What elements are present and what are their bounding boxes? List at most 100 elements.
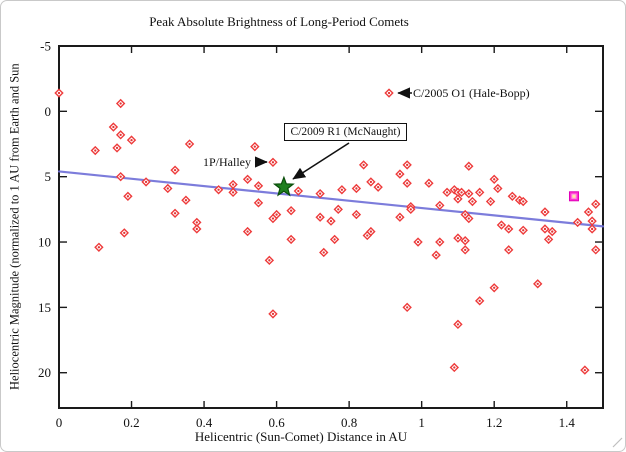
resize-grip xyxy=(612,437,623,448)
data-point-dot xyxy=(576,221,579,224)
data-point-dot xyxy=(493,178,496,181)
data-point-dot xyxy=(369,180,373,184)
y-tick-label: 20 xyxy=(38,365,51,380)
data-point-dot xyxy=(398,216,402,219)
data-point-dot xyxy=(583,368,587,372)
data-point-dot xyxy=(387,91,391,95)
x-tick-label: 0.8 xyxy=(341,415,357,430)
data-point-dot xyxy=(173,169,177,172)
data-point-dot xyxy=(453,366,456,369)
x-tick-label: 0.4 xyxy=(196,415,213,430)
data-point-dot xyxy=(427,182,431,185)
data-point-dot xyxy=(543,210,547,214)
mcnaught-star xyxy=(272,175,295,197)
data-point-dot xyxy=(406,163,409,167)
data-point-dot xyxy=(456,323,460,326)
data-point-dot xyxy=(123,231,126,235)
data-point-dot xyxy=(173,212,177,215)
data-point-dot xyxy=(318,216,322,219)
data-point-dot xyxy=(366,234,369,237)
data-point-dot xyxy=(362,163,365,167)
data-point-dot xyxy=(464,248,467,252)
data-point-dot xyxy=(329,219,333,223)
data-point-dot xyxy=(184,199,188,202)
mcnaught-callout-label: C/2009 R1 (McNaught) xyxy=(290,126,401,138)
data-point-dot xyxy=(507,227,510,231)
data-point-dot xyxy=(496,187,499,190)
data-point-dot xyxy=(130,138,133,142)
data-point-dot xyxy=(467,217,470,220)
data-point-dot xyxy=(297,189,300,193)
data-point-dot xyxy=(119,102,122,105)
y-tick-label: 10 xyxy=(38,235,51,250)
data-point-dot xyxy=(478,191,481,194)
x-tick-label: 1.4 xyxy=(559,415,576,430)
data-point-dot xyxy=(453,188,456,191)
data-point-dot xyxy=(376,185,380,189)
data-point-dot xyxy=(460,191,463,194)
data-point-dot xyxy=(445,191,449,194)
data-point-dot xyxy=(289,209,293,212)
data-point-dot xyxy=(246,230,249,233)
hale-bopp-annotation-label: C/2005 O1 (Hale-Bopp) xyxy=(413,86,530,100)
data-point-dot xyxy=(112,125,115,129)
data-point-dot xyxy=(97,246,101,249)
x-tick-label: 0 xyxy=(56,415,63,430)
data-point-dot xyxy=(195,227,198,231)
data-point-dot xyxy=(355,213,358,216)
data-point-dot xyxy=(94,149,97,152)
data-point-dot xyxy=(471,200,474,203)
data-point-dot xyxy=(257,184,260,187)
data-point-dot xyxy=(456,236,460,240)
trend-line xyxy=(57,170,605,228)
data-point-dot xyxy=(489,200,492,203)
chart-title: Peak Absolute Brightness of Long-Period … xyxy=(149,14,409,29)
x-tick-label: 1 xyxy=(418,415,425,430)
data-point-dot xyxy=(253,145,256,148)
data-point-dot xyxy=(435,253,438,257)
x-tick-label: 0.6 xyxy=(268,415,285,430)
y-tick-label: -5 xyxy=(40,39,51,54)
data-point-dot xyxy=(536,282,539,285)
data-point-dot xyxy=(271,217,275,220)
data-point-dot xyxy=(587,210,590,214)
halley-annotation-label: 1P/Halley xyxy=(203,155,251,169)
data-point-dot xyxy=(464,213,467,216)
data-point-dot xyxy=(551,230,554,233)
data-point-dot xyxy=(268,259,271,262)
data-point-dot xyxy=(543,227,547,231)
data-point-dot xyxy=(500,223,503,227)
data-point-dot xyxy=(511,195,514,198)
data-point-dot xyxy=(322,251,325,254)
data-point-dot xyxy=(456,197,460,201)
data-point-dot xyxy=(126,195,130,198)
data-point-dot xyxy=(246,178,249,181)
data-point-dot xyxy=(467,192,470,195)
data-point-dot xyxy=(188,142,191,146)
data-point-dot xyxy=(115,146,119,150)
data-point-dot xyxy=(547,238,550,241)
x-tick-label: 0.2 xyxy=(123,415,139,430)
mcnaught-callout-box: C/2009 R1 (McNaught) xyxy=(284,123,407,141)
data-point-dot xyxy=(467,165,470,168)
data-point-dot xyxy=(369,230,373,233)
data-point-dot xyxy=(438,204,441,207)
data-point-dot xyxy=(231,183,235,186)
data-point-dot xyxy=(337,208,340,211)
data-point-dot xyxy=(493,286,496,289)
data-point-dot xyxy=(409,208,412,211)
data-point-dot xyxy=(590,219,594,223)
data-point-dot xyxy=(590,227,594,231)
data-point-dot xyxy=(507,248,510,252)
data-point-dot xyxy=(119,133,122,137)
data-point-dot xyxy=(231,191,235,194)
y-tick-label: 0 xyxy=(45,104,52,119)
data-point-dot xyxy=(275,213,278,216)
data-point-dot xyxy=(594,202,597,206)
halley-annotation: 1P/Halley xyxy=(193,155,251,170)
hale-bopp-annotation: C/2005 O1 (Hale-Bopp) xyxy=(413,86,530,101)
data-point-dot xyxy=(478,299,481,302)
y-tick-label: 15 xyxy=(38,300,51,315)
